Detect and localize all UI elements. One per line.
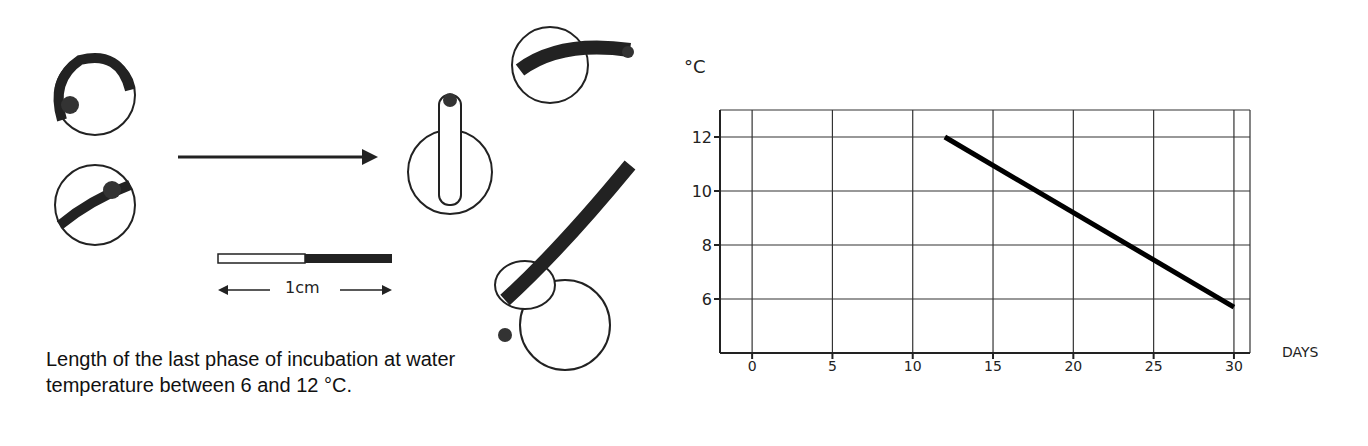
svg-text:15: 15 [984, 358, 1002, 374]
svg-text:25: 25 [1145, 358, 1163, 374]
html-text:Length of the last phase of in: Length of the last phase of incubation a… [46, 348, 456, 396]
svg-text:6: 6 [702, 290, 712, 309]
svg-text:12: 12 [692, 128, 712, 147]
svg-text:5: 5 [828, 358, 837, 374]
svg-text:10: 10 [904, 358, 922, 374]
svg-text:10: 10 [692, 182, 712, 201]
html-text:DAYS: DAYS [1282, 344, 1319, 360]
svg-text:8: 8 [702, 236, 712, 255]
svg-text:0: 0 [748, 358, 757, 374]
svg-text:30: 30 [1225, 358, 1243, 374]
html-text:°C: °C [684, 56, 706, 77]
svg-text:20: 20 [1064, 358, 1082, 374]
html-text:1cm: 1cm [285, 278, 320, 297]
